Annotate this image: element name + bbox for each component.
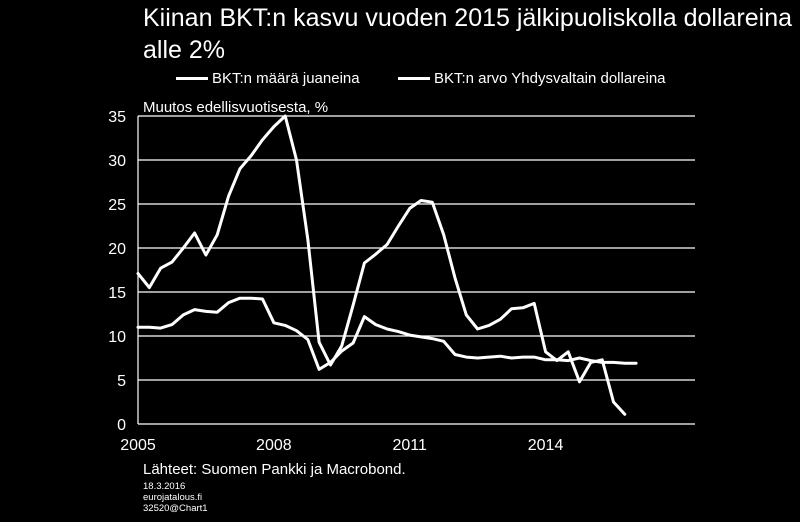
x-tick-label-2005: 2005 [120, 437, 156, 454]
y-tick-label-25: 25 [108, 197, 126, 214]
y-tick-label-35: 35 [108, 109, 126, 126]
legend-swatch-usd [398, 77, 430, 80]
y-tick-label-30: 30 [108, 153, 126, 170]
series-line-yuan [136, 296, 638, 371]
y-ticks: 0 5 10 15 20 25 30 35 [108, 109, 126, 434]
x-tick-label-2014: 2014 [528, 437, 564, 454]
site-note: eurojatalous.fi [143, 492, 203, 503]
legend-label-yuan: BKT:n määrä juaneina [212, 70, 360, 87]
series-line-usd [136, 114, 627, 416]
grid [137, 115, 695, 425]
chart-id-note: 32520@Chart1 [143, 503, 208, 514]
y-tick-label-0: 0 [117, 417, 126, 434]
y-axis-label: Muutos edellisvuotisesta, % [143, 99, 329, 116]
y-tick-label-10: 10 [108, 329, 126, 346]
source-note: Lähteet: Suomen Pankki ja Macrobond. [143, 461, 406, 478]
legend-item-usd: BKT:n arvo Yhdysvaltain dollareina [398, 70, 666, 87]
chart-title: Kiinan BKT:n kasvu vuoden 2015 jälkipuol… [143, 4, 793, 64]
y-tick-label-15: 15 [108, 285, 126, 302]
legend-item-yuan: BKT:n määrä juaneina [176, 70, 360, 87]
x-ticks: 2005 2008 2011 2014 [120, 437, 563, 454]
legend-swatch-yuan [176, 77, 208, 80]
series-lines [136, 114, 638, 416]
y-tick-label-20: 20 [108, 241, 126, 258]
date-note: 18.3.2016 [143, 481, 186, 492]
legend: BKT:n määrä juaneina BKT:n arvo Yhdysval… [0, 70, 800, 90]
x-tick-label-2011: 2011 [393, 437, 428, 454]
y-tick-label-5: 5 [117, 373, 126, 390]
legend-label-usd: BKT:n arvo Yhdysvaltain dollareina [434, 70, 666, 87]
x-tick-label-2008: 2008 [256, 437, 292, 454]
